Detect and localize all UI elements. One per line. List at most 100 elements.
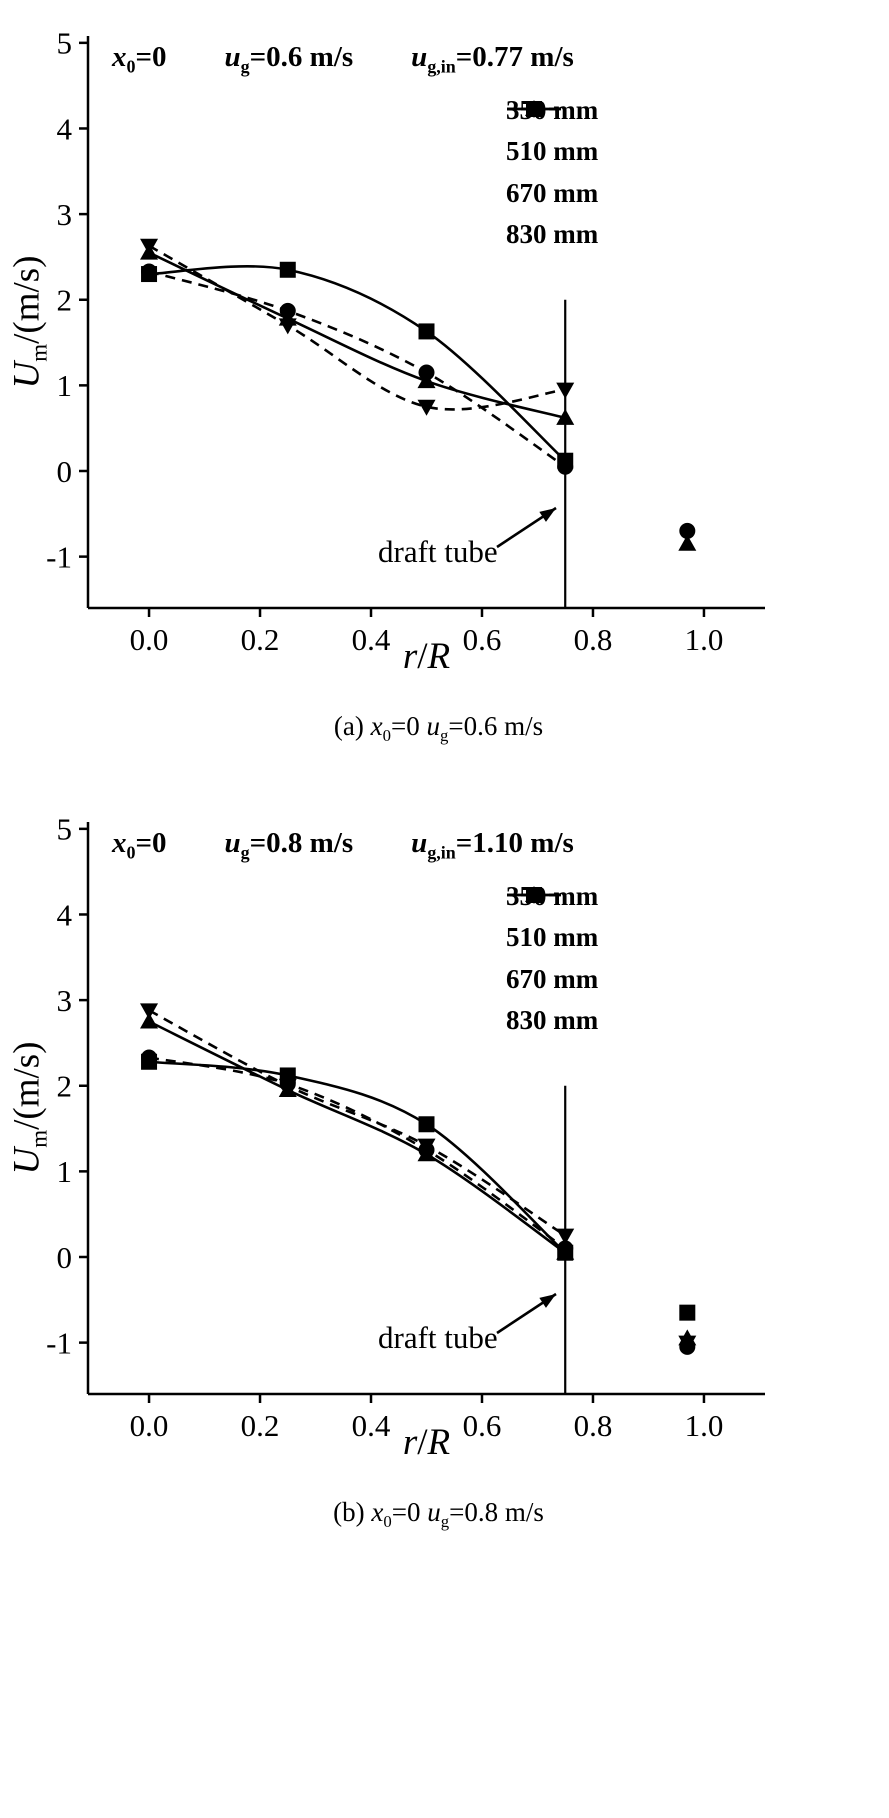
marker-triangle-down [678, 1335, 697, 1352]
text-segment: m [26, 1129, 52, 1148]
legend-label: 510 mm [506, 922, 599, 953]
y-tick-label: 2 [57, 1069, 73, 1104]
text-segment: =0.8 m/s [449, 1497, 544, 1527]
y-axis-label-a: Um/(m/s) [6, 255, 51, 389]
y-tick-label: 1 [57, 1154, 73, 1189]
text-segment: 0 [126, 842, 136, 863]
legend-item-510mm: 510 mm [506, 101, 599, 167]
annotation-term-2: ug,in=0.77 m/s [411, 42, 574, 76]
marker-square [418, 1116, 435, 1133]
marker-triangle-up [417, 372, 436, 389]
marker-triangle-down [556, 1228, 575, 1245]
text-segment: u [411, 827, 428, 859]
text-segment: R [427, 1422, 451, 1463]
x-tick-label: 1.0 [685, 622, 724, 656]
series-line-670mm [148, 1020, 566, 1254]
text-segment: u [411, 41, 428, 73]
marker-square [418, 323, 435, 340]
annotation-term-0: x0=0 [112, 42, 167, 76]
text-segment: r [402, 636, 418, 677]
text-segment: 0 [382, 725, 391, 745]
y-tick-label: 5 [57, 812, 73, 847]
x-tick-label: 0.8 [574, 622, 613, 656]
text-segment: x [371, 1497, 384, 1527]
y-tick-label: -1 [46, 539, 72, 574]
text-segment: =1.10 m/s [455, 827, 574, 859]
series-line-670mm [148, 251, 566, 420]
y-tick-label: 0 [57, 1240, 73, 1275]
annotation-term-1: ug=0.8 m/s [225, 828, 354, 862]
text-segment: r [402, 1422, 418, 1463]
y-tick-label: 4 [57, 111, 73, 146]
y-tick-label: 0 [57, 454, 73, 489]
y-tick-label: 5 [57, 26, 73, 61]
text-segment: /(m/s) [6, 1041, 48, 1130]
marker-triangle-down [417, 399, 436, 416]
marker-circle [141, 1049, 158, 1066]
x-tick-label: 0.0 [130, 1408, 169, 1442]
text-segment: =0.6 m/s [448, 711, 544, 741]
x-tick-label: 0.2 [241, 622, 280, 656]
marker-square [279, 261, 296, 278]
text-segment: 0 [383, 1511, 392, 1531]
text-segment: g [440, 1511, 450, 1531]
marker-triangle-down [525, 888, 543, 904]
marker-triangle-down [278, 318, 297, 335]
x-tick-label: 0.8 [574, 1408, 613, 1442]
marker-triangle-down [417, 1138, 436, 1155]
series-line-830mm [148, 1009, 566, 1237]
y-axis-label-b: Um/(m/s) [6, 1041, 52, 1175]
text-segment: =0 [390, 711, 427, 741]
annotation-a: x0=0 ug=0.6 m/s ug,in=0.77 m/s [112, 42, 574, 76]
caption-a: (a) x0=0 ug=0.6 m/s [334, 712, 543, 744]
x-tick-label: 0.6 [463, 1408, 502, 1442]
text-segment: / [417, 636, 428, 677]
caption-b: (b) x0=0 ug=0.8 m/s [333, 1498, 544, 1530]
series-line-830mm [148, 244, 566, 411]
marker-triangle-up [556, 408, 575, 425]
text-segment: =0 [135, 41, 167, 73]
text-segment: x [370, 711, 383, 741]
text-segment: (b) [333, 1497, 372, 1527]
legend-sample-triangle-down [507, 102, 561, 118]
legend-item-670mm: 670 mm [506, 100, 599, 208]
text-segment: 0 [126, 56, 136, 77]
text-segment: /(m/s) [6, 255, 48, 344]
marker-triangle-down [140, 238, 159, 255]
draft-tube-label-b: draft tube [378, 1320, 498, 1355]
legend-label: 670 mm [506, 963, 599, 994]
legend-a: 350 mm 510 mm 670 mm 830 mm [506, 96, 599, 249]
series-line-350mm [148, 1060, 567, 1254]
x-tick-label: 0.4 [352, 622, 391, 656]
text-segment: =0 [135, 827, 167, 859]
text-segment: u [427, 1497, 441, 1527]
text-segment: =0.6 m/s [249, 41, 354, 73]
draft-tube-label-a: draft tube [378, 534, 498, 569]
x-tick-label: 0.0 [130, 622, 169, 656]
plot-svg-a: 0.0 0.2 0.4 0.6 0.8 1.0 5 4 3 2 1 0 -1 [46, 26, 765, 656]
y-tick-label: 4 [57, 897, 73, 932]
text-segment: (a) [333, 711, 371, 741]
x-tick-label: 1.0 [685, 1408, 724, 1442]
text-segment: U [6, 1147, 48, 1175]
marker-triangle-up [140, 1012, 159, 1029]
legend-label: 670 mm [506, 177, 599, 208]
text-segment: x [112, 827, 127, 859]
text-segment: x [112, 41, 127, 73]
series-line-510mm [148, 1056, 566, 1250]
y-tick-label: 2 [57, 283, 73, 318]
marker-triangle-up [678, 534, 697, 551]
marker-square [679, 1304, 696, 1321]
series-line-350mm [149, 265, 567, 462]
marker-circle [679, 522, 696, 539]
annotation-term-0: x0=0 [112, 828, 167, 862]
series-line-510mm [148, 270, 566, 468]
marker-circle [557, 458, 574, 475]
marker-circle [141, 263, 158, 280]
text-segment: g [240, 56, 250, 77]
text-segment: / [417, 1422, 428, 1463]
legend-sample-triangle-down [507, 888, 561, 904]
text-segment: =0.8 m/s [249, 827, 354, 859]
legend-label: 510 mm [506, 136, 599, 167]
text-segment: u [224, 41, 241, 73]
